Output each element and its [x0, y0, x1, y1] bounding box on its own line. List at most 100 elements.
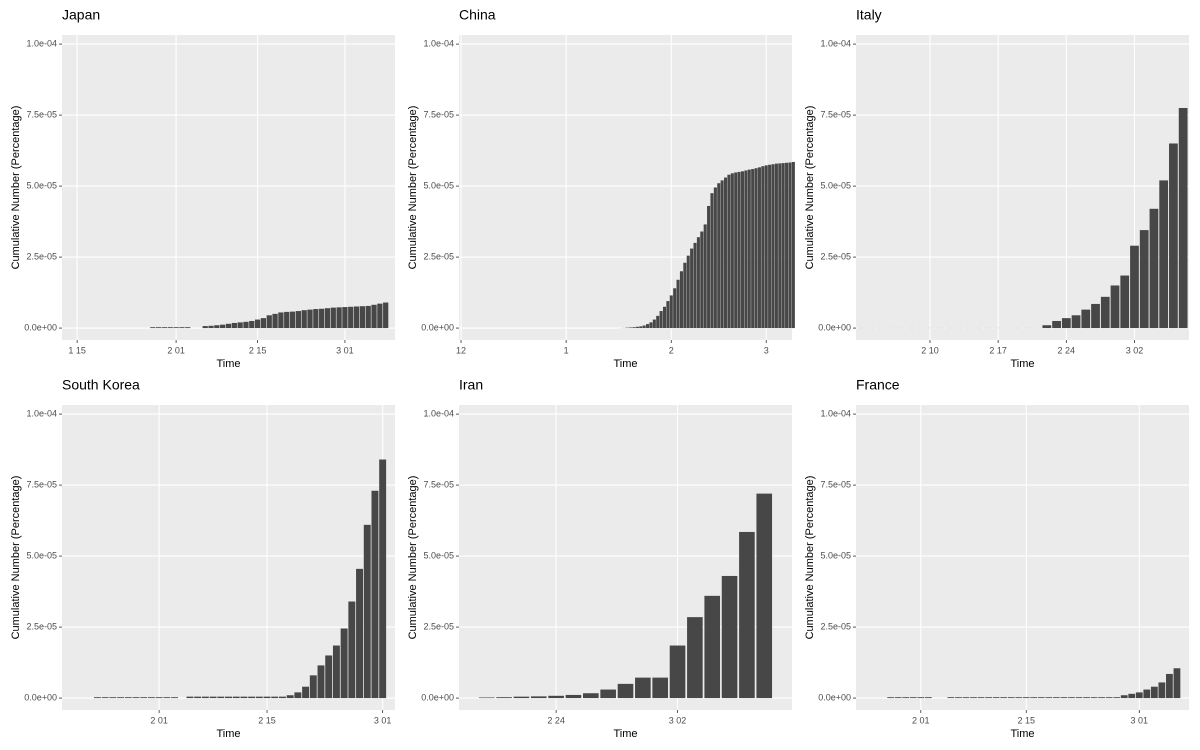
bar: [301, 310, 307, 329]
bar: [724, 177, 728, 329]
bar: [243, 321, 249, 329]
bar: [1037, 697, 1045, 699]
bar: [1100, 296, 1110, 329]
bar: [150, 327, 156, 329]
panel: Iran 0.0e+00 2.5e-05 5.0e-05 7.5e-05 1.0e-04 2…: [407, 377, 792, 740]
y-tick-label: 2.5e-05: [26, 621, 57, 631]
bar: [220, 324, 226, 329]
bar: [730, 173, 734, 329]
y-tick-label: 0.0e+00: [818, 692, 851, 702]
bar: [1090, 697, 1098, 699]
bar: [669, 645, 686, 699]
bar: [666, 301, 670, 329]
bar: [704, 595, 721, 699]
bar: [332, 645, 340, 699]
bar: [284, 311, 290, 329]
y-axis-title: Cumulative Number (Percentage): [10, 476, 22, 640]
bar: [771, 164, 775, 329]
panel: South Korea 0.0e+00 2.5e-05 5.0e-05 7.5e-05 1…: [10, 377, 395, 740]
bar: [642, 325, 646, 329]
x-axis-title: Time: [613, 358, 637, 370]
bar: [231, 322, 237, 329]
bar: [713, 187, 717, 329]
x-tick-label: 2 15: [258, 715, 276, 725]
bar: [1173, 668, 1181, 699]
bar: [652, 319, 656, 329]
bar: [1083, 697, 1090, 699]
bar: [955, 697, 962, 699]
bar: [924, 697, 932, 699]
bar: [785, 162, 789, 329]
bar: [167, 327, 173, 329]
bar: [260, 318, 267, 329]
y-axis-title: Cumulative Number (Percentage): [804, 476, 816, 640]
bar: [1091, 303, 1100, 329]
bar: [720, 180, 724, 329]
y-tick-label: 1.0e-04: [26, 408, 57, 418]
bar: [132, 697, 140, 699]
panel: France 0.0e+00 2.5e-05 5.0e-05 7.5e-05 1.0e-0…: [804, 377, 1189, 740]
bar: [754, 168, 758, 329]
x-tick-label: 12: [456, 345, 466, 355]
y-tick-label: 7.5e-05: [26, 479, 57, 489]
x-tick-label: 2 01: [912, 715, 930, 725]
x-tick-label: 2 24: [1058, 345, 1076, 355]
x-tick-label: 1 15: [68, 345, 86, 355]
plot-background: [856, 35, 1189, 340]
bar: [683, 262, 687, 329]
y-tick-label: 2.5e-05: [26, 251, 57, 261]
bar: [669, 295, 673, 329]
bar: [202, 326, 208, 329]
bar: [319, 308, 325, 329]
bar: [173, 327, 179, 329]
bar: [788, 162, 792, 329]
bar: [1169, 143, 1178, 329]
x-tick-label: 2 15: [1018, 715, 1036, 725]
bar: [778, 163, 782, 329]
y-tick-label: 7.5e-05: [26, 109, 57, 119]
bar: [756, 493, 773, 699]
bar: [696, 237, 700, 329]
bar: [1068, 697, 1075, 699]
bar: [255, 696, 263, 699]
bar: [194, 696, 202, 699]
bar: [768, 164, 772, 329]
bar: [330, 307, 336, 329]
panel: China 0.0e+00 2.5e-05 5.0e-05 7.5e-05 1.0e-04…: [407, 7, 795, 370]
bar: [676, 279, 680, 329]
bar: [1007, 697, 1015, 699]
y-axis-title: Cumulative Number (Percentage): [804, 106, 816, 270]
bar: [140, 697, 148, 699]
bar: [894, 697, 902, 699]
bar: [1098, 697, 1105, 699]
y-tick-label: 2.5e-05: [820, 251, 851, 261]
bar: [703, 224, 707, 329]
bar: [1159, 180, 1169, 329]
bar: [751, 169, 755, 329]
bar: [124, 697, 132, 699]
y-tick-label: 7.5e-05: [423, 479, 454, 489]
bar: [1053, 697, 1060, 699]
bar: [286, 695, 294, 699]
bar: [1149, 208, 1159, 329]
bar: [1042, 325, 1052, 329]
bar: [348, 306, 354, 329]
bar: [635, 326, 639, 329]
bar: [161, 327, 168, 329]
bar: [232, 696, 240, 699]
x-tick-label: 3: [764, 345, 769, 355]
bar: [379, 459, 387, 699]
x-tick-label: 3 02: [669, 715, 687, 725]
x-tick-label: 1: [564, 345, 569, 355]
bar: [1110, 285, 1120, 329]
panel-title: South Korea: [62, 377, 140, 393]
x-axis-title: Time: [1010, 358, 1034, 370]
bar: [947, 697, 955, 699]
bar: [693, 242, 697, 329]
x-tick-label: 2 10: [921, 345, 939, 355]
bar: [147, 697, 155, 699]
bar: [248, 696, 256, 699]
bar: [710, 193, 714, 329]
bar: [217, 696, 225, 699]
